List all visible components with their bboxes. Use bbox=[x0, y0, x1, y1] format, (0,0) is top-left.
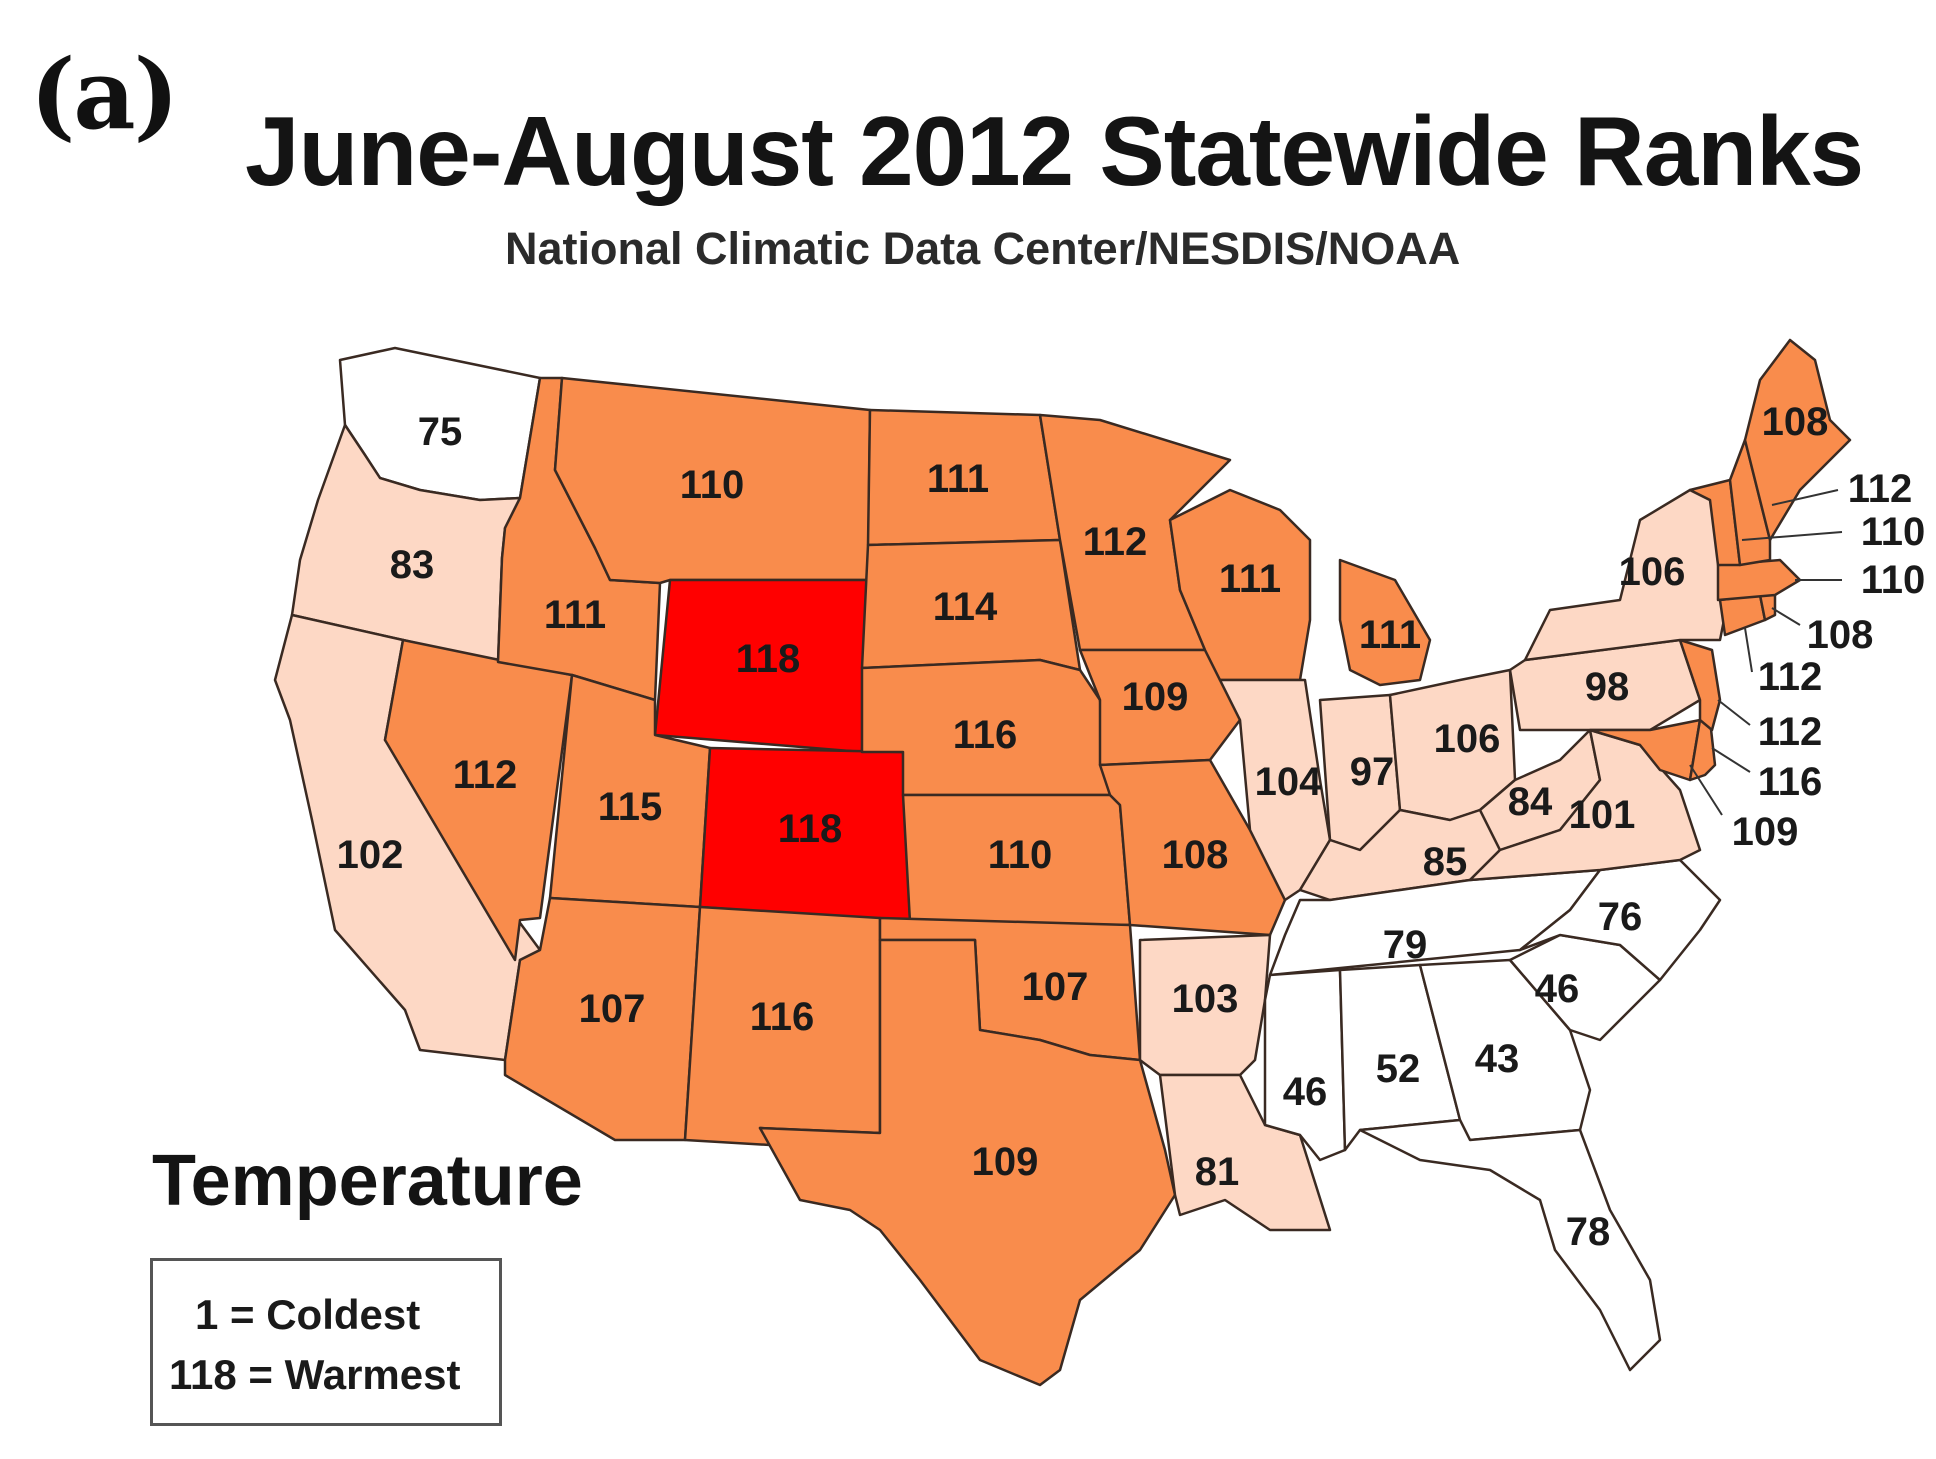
rank-label-ut: 115 bbox=[598, 785, 663, 829]
rank-label-az: 107 bbox=[579, 987, 646, 1031]
rank-label-ks: 110 bbox=[988, 833, 1053, 877]
rank-label-nj: 112 bbox=[1758, 710, 1823, 754]
rank-label-ar: 103 bbox=[1172, 977, 1239, 1021]
state-nj bbox=[1678, 638, 1722, 732]
rank-label-pa: 98 bbox=[1585, 665, 1630, 709]
legend-warmest: 118 = Warmest bbox=[169, 1351, 461, 1398]
rank-label-ny: 106 bbox=[1619, 550, 1686, 594]
rank-label-wa: 75 bbox=[418, 410, 463, 454]
rank-label-in: 97 bbox=[1350, 750, 1395, 794]
state-mi bbox=[1338, 558, 1432, 687]
rank-label-wv: 84 bbox=[1508, 780, 1553, 824]
leader-line-nh bbox=[1771, 489, 1839, 506]
rank-label-tx: 109 bbox=[972, 1140, 1039, 1184]
rank-label-md: 109 bbox=[1732, 810, 1799, 854]
rank-label-co: 118 bbox=[778, 807, 843, 851]
rank-label-sc: 46 bbox=[1535, 967, 1580, 1011]
rank-label-fl: 78 bbox=[1566, 1210, 1611, 1254]
rank-label-mn: 112 bbox=[1083, 520, 1148, 564]
state-wi bbox=[1168, 488, 1312, 682]
rank-label-wy: 118 bbox=[736, 637, 801, 681]
rank-label-me: 108 bbox=[1762, 400, 1829, 444]
state-tx bbox=[758, 938, 1177, 1387]
leader-line-ct bbox=[1744, 627, 1753, 673]
rank-label-ms: 46 bbox=[1283, 1070, 1328, 1114]
rank-label-wi: 111 bbox=[1219, 557, 1281, 601]
rank-label-nc: 76 bbox=[1598, 895, 1643, 939]
rank-label-il: 104 bbox=[1255, 760, 1322, 804]
rank-label-mo: 108 bbox=[1162, 833, 1229, 877]
leader-line-vt bbox=[1741, 531, 1843, 541]
rank-label-la: 81 bbox=[1195, 1150, 1240, 1194]
rank-label-ri: 108 bbox=[1807, 613, 1874, 657]
state-ct bbox=[1718, 593, 1767, 637]
rank-label-ca: 102 bbox=[337, 833, 404, 877]
state-nh bbox=[1728, 438, 1772, 567]
rank-label-ct: 112 bbox=[1758, 655, 1823, 699]
state-fl bbox=[1358, 1118, 1662, 1372]
state-ar bbox=[1138, 933, 1272, 1077]
rank-label-al: 52 bbox=[1376, 1047, 1421, 1091]
leader-line-ri bbox=[1771, 607, 1801, 626]
rank-label-nm: 116 bbox=[750, 995, 815, 1039]
legend-title: Temperature bbox=[152, 1141, 583, 1221]
rank-label-nv: 112 bbox=[453, 753, 518, 797]
rank-label-ok: 107 bbox=[1022, 965, 1089, 1009]
rank-label-oh: 106 bbox=[1434, 717, 1501, 761]
legend-coldest: 1 = Coldest bbox=[195, 1291, 421, 1338]
leader-line-md bbox=[1689, 764, 1723, 816]
state-me bbox=[1743, 338, 1852, 542]
leader-line-de bbox=[1711, 747, 1751, 773]
rank-label-nh: 112 bbox=[1848, 467, 1913, 511]
rank-label-nd: 111 bbox=[927, 457, 989, 501]
rank-label-ky: 85 bbox=[1423, 840, 1468, 884]
map-title: June-August 2012 Statewide Ranks bbox=[245, 96, 1864, 206]
rank-label-ne: 116 bbox=[953, 713, 1018, 757]
rank-label-id: 111 bbox=[544, 593, 606, 637]
map-subtitle: National Climatic Data Center/NESDIS/NOA… bbox=[505, 223, 1461, 274]
rank-label-de: 116 bbox=[1758, 760, 1823, 804]
rank-label-mt: 110 bbox=[680, 463, 745, 507]
rank-label-ia: 109 bbox=[1122, 675, 1189, 719]
state-vt bbox=[1688, 478, 1742, 567]
rank-label-tn: 79 bbox=[1383, 923, 1428, 967]
panel-label: (a) bbox=[30, 38, 179, 151]
rank-label-vt: 110 bbox=[1861, 510, 1926, 554]
rank-label-ga: 43 bbox=[1475, 1037, 1520, 1081]
rank-label-ma: 110 bbox=[1861, 558, 1926, 602]
leader-line-nj bbox=[1717, 699, 1751, 726]
rank-label-mi: 111 bbox=[1359, 613, 1421, 657]
rank-label-sd: 114 bbox=[933, 585, 998, 629]
rank-label-or: 83 bbox=[390, 543, 435, 587]
state-nc bbox=[1518, 858, 1722, 982]
state-la bbox=[1158, 1073, 1332, 1232]
legend-box: 1 = Coldest 118 = Warmest bbox=[150, 1258, 502, 1426]
rank-label-va: 101 bbox=[1569, 793, 1636, 837]
